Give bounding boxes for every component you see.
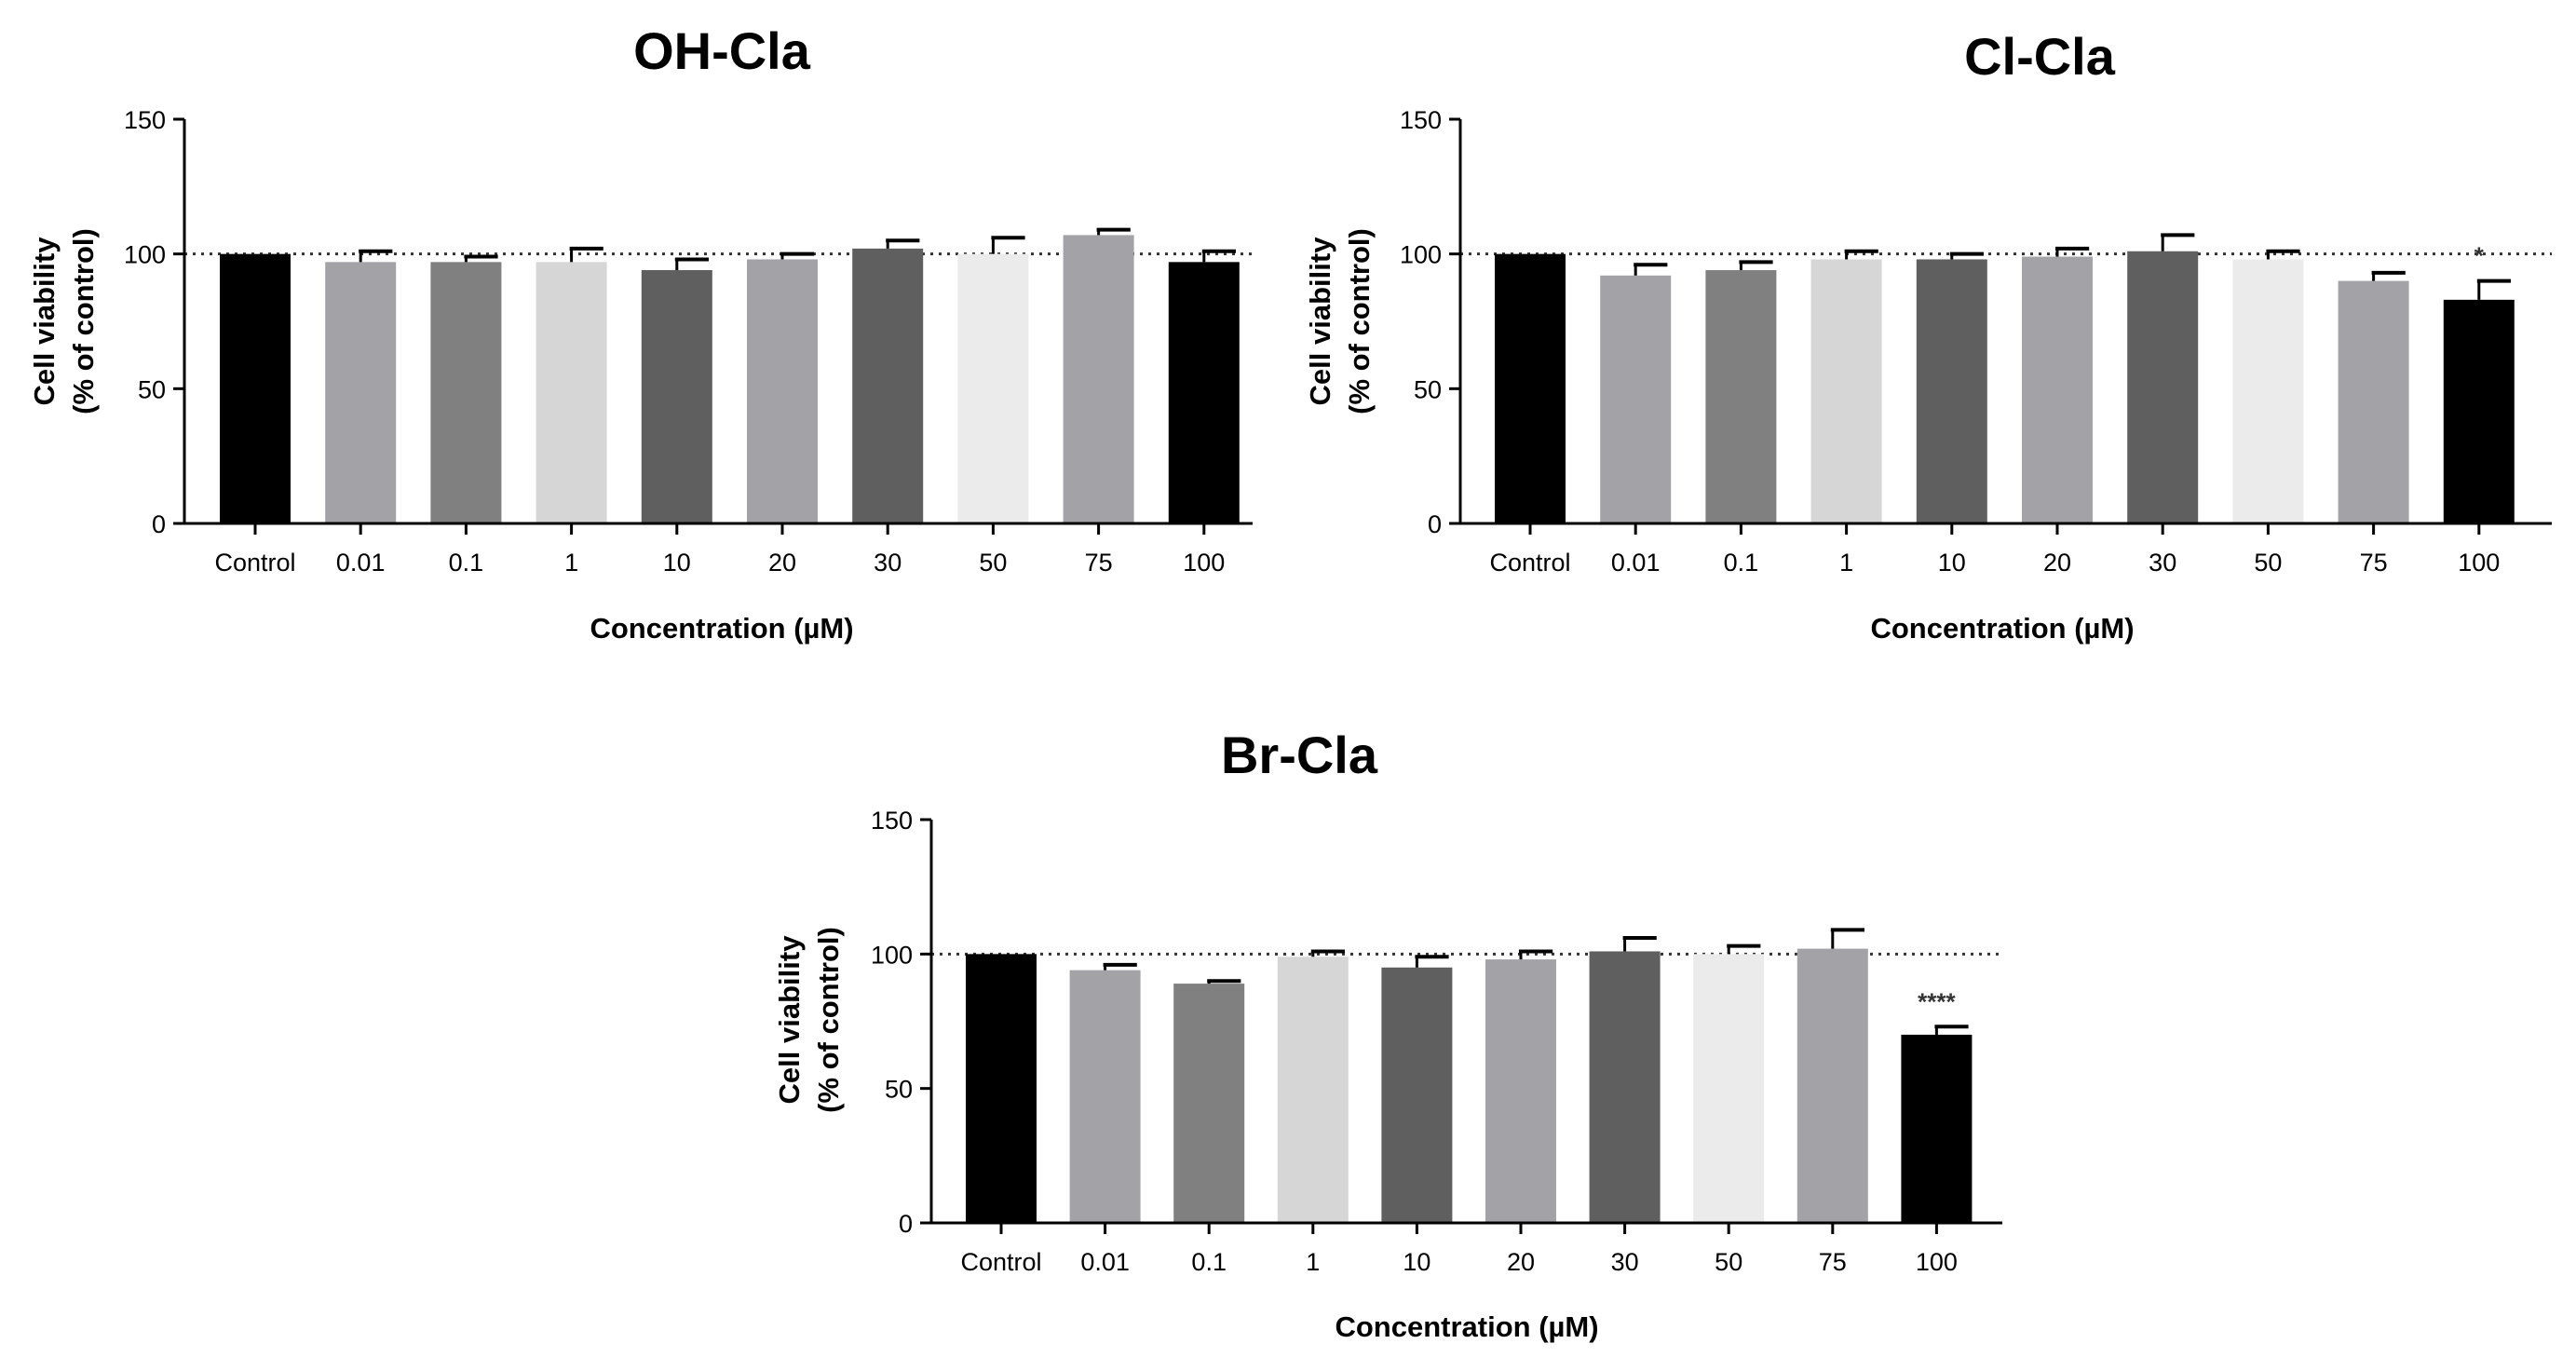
bar-Control [220, 253, 291, 523]
bar-50 [1693, 954, 1765, 1223]
x-tick-label: 75 [1819, 1248, 1847, 1276]
x-tick-label: 10 [1403, 1248, 1430, 1276]
bar-0.01 [325, 262, 397, 523]
bar-20 [2022, 256, 2093, 523]
x-axis-label: Concentration (µM) [1335, 1310, 1598, 1343]
bar-1 [1277, 957, 1349, 1223]
y-tick-label: 150 [124, 106, 166, 134]
bar-Control [966, 954, 1037, 1223]
bar-75 [2338, 280, 2409, 523]
chart-title: OH-Cla [633, 21, 811, 80]
chart-title: Br-Cla [1221, 726, 1378, 784]
chart-panel-cl-cla: Cl-Cla Control 0.01 0.1 1 10 20 30 50 75 * 100 0 50 10… [1304, 27, 2552, 645]
bar-10 [641, 270, 712, 523]
x-tick-label: 1 [1839, 549, 1853, 577]
bar-1 [1810, 259, 1882, 523]
y-tick-label: 150 [871, 807, 913, 835]
y-axis-label-line1: Cell viability [1304, 237, 1336, 406]
y-axis-label-line1: Cell viability [773, 935, 806, 1105]
bar-75 [1063, 235, 1134, 523]
x-tick-label: 50 [979, 549, 1007, 577]
y-tick-label: 0 [1428, 510, 1442, 538]
x-tick-label: 75 [1085, 549, 1113, 577]
x-tick-label: 100 [1183, 549, 1225, 577]
x-tick-label: 50 [1715, 1248, 1742, 1276]
y-axis-label-line1: Cell viability [28, 237, 61, 406]
bar-30 [852, 248, 924, 523]
chart-panel-oh-cla: OH-Cla Control 0.01 0.1 1 10 20 30 50 75 100 0 50 100… [28, 21, 1253, 645]
x-tick-label: 1 [564, 549, 578, 577]
y-tick-label: 50 [1414, 375, 1442, 403]
x-tick-label: 0.01 [1080, 1248, 1130, 1276]
x-tick-label: 20 [2043, 549, 2071, 577]
x-tick-label: 0.1 [1191, 1248, 1227, 1276]
bar-100 [2443, 299, 2515, 523]
x-tick-label: 10 [663, 549, 691, 577]
chart-title: Cl-Cla [1964, 27, 2116, 86]
x-tick-label: 100 [2458, 549, 2500, 577]
x-tick-label: 20 [1507, 1248, 1535, 1276]
x-tick-label: 0.01 [1611, 549, 1661, 577]
bar-100 [1168, 262, 1240, 523]
bar-0.1 [430, 262, 502, 523]
y-axis-label-line2: (% of control) [1343, 228, 1376, 414]
x-tick-label: 30 [1611, 1248, 1639, 1276]
significance-label: * [2474, 242, 2485, 270]
bar-100 [1901, 1034, 1973, 1223]
y-tick-label: 50 [138, 375, 166, 403]
x-tick-label: 0.01 [336, 549, 386, 577]
x-tick-label: 30 [2149, 549, 2176, 577]
bar-20 [747, 259, 818, 523]
x-tick-label: Control [960, 1248, 1041, 1276]
y-axis-label-line2: (% of control) [812, 927, 845, 1113]
bar-50 [2232, 259, 2304, 523]
y-tick-label: 150 [1400, 106, 1442, 134]
y-tick-label: 100 [871, 941, 913, 969]
x-tick-label: 1 [1306, 1248, 1320, 1276]
bar-0.01 [1600, 275, 1672, 523]
bar-30 [1589, 951, 1661, 1223]
x-tick-label: Control [214, 549, 295, 577]
bar-0.1 [1705, 270, 1777, 523]
bar-50 [957, 253, 1029, 523]
x-tick-label: 75 [2360, 549, 2388, 577]
x-tick-label: 0.1 [1724, 549, 1759, 577]
y-tick-label: 0 [899, 1210, 913, 1238]
y-axis-label-line2: (% of control) [67, 228, 100, 414]
x-tick-label: 50 [2254, 549, 2282, 577]
x-tick-label: Control [1489, 549, 1570, 577]
bar-0.1 [1173, 984, 1245, 1223]
bar-Control [1495, 253, 1566, 523]
y-tick-label: 0 [152, 510, 166, 538]
significance-label: **** [1918, 987, 1956, 1015]
chart-panel-br-cla: Br-Cla Control 0.01 0.1 1 10 20 30 50 75 **** 100 0 5… [773, 726, 2002, 1343]
x-tick-label: 20 [768, 549, 796, 577]
bar-0.01 [1069, 970, 1141, 1223]
x-axis-label: Concentration (µM) [590, 612, 853, 645]
bar-10 [1916, 259, 1987, 523]
y-tick-label: 50 [885, 1076, 913, 1104]
bar-75 [1796, 948, 1868, 1223]
x-axis-label: Concentration (µM) [1870, 612, 2134, 645]
x-tick-label: 10 [1938, 549, 1966, 577]
bar-10 [1381, 967, 1453, 1223]
bar-20 [1485, 959, 1556, 1223]
y-tick-label: 100 [124, 241, 166, 269]
x-tick-label: 100 [1916, 1248, 1958, 1276]
bar-1 [536, 262, 607, 523]
bar-30 [2127, 251, 2199, 523]
x-tick-label: 0.1 [449, 549, 484, 577]
y-tick-label: 100 [1400, 241, 1442, 269]
x-tick-label: 30 [874, 549, 902, 577]
